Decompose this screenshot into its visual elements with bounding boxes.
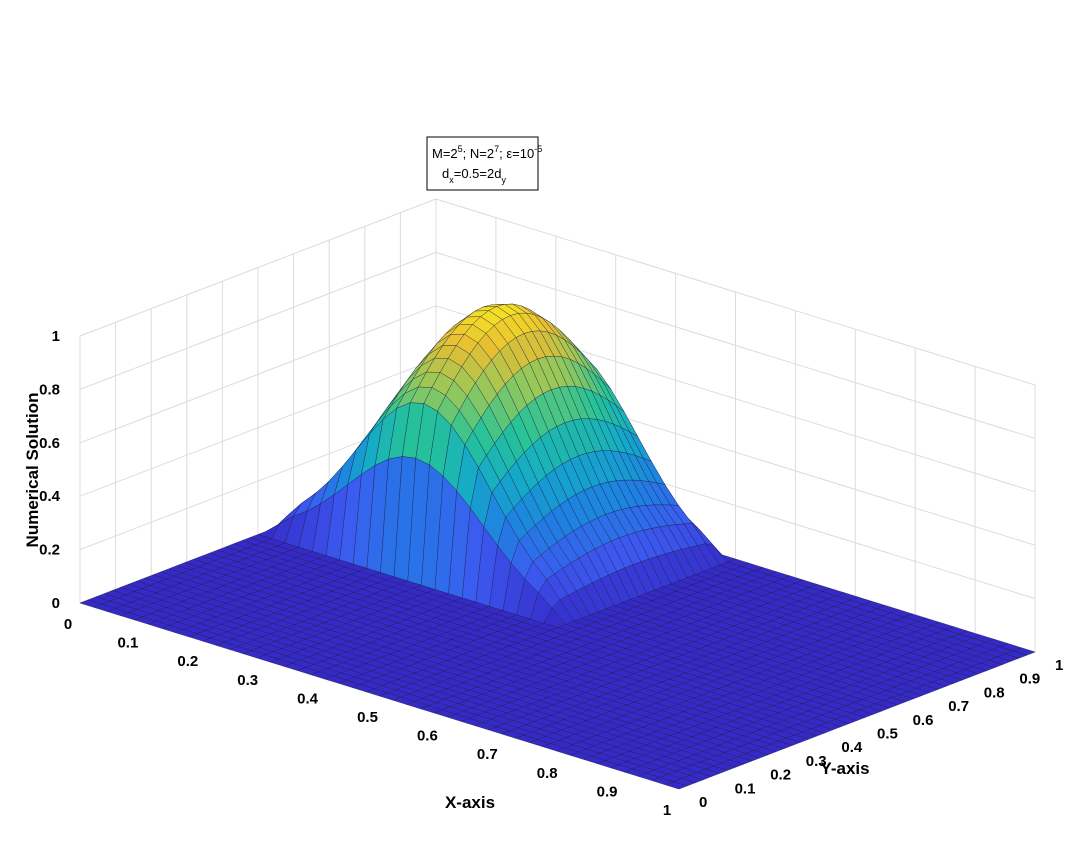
x-tick-label: 0.4	[297, 690, 319, 707]
grid-line	[435, 251, 1036, 439]
grid-line	[435, 198, 1036, 386]
z-tick-label: 0.4	[39, 488, 61, 505]
x-tick-label: 0.8	[537, 765, 558, 782]
legend-line-1: M=25; N=27; ε=10-5	[432, 144, 542, 161]
y-tick-label: 0.6	[913, 712, 934, 729]
x-tick-label: 0.1	[117, 635, 138, 652]
y-tick-label: 0.2	[770, 767, 791, 784]
x-tick-label: 0.7	[477, 746, 498, 763]
legend-box: M=25; N=27; ε=10-5 dx=0.5=2dy	[426, 136, 542, 191]
grid-line	[79, 198, 437, 337]
x-tick-label: 0.6	[417, 728, 438, 745]
y-tick-label: 0.3	[806, 753, 827, 770]
y-axis-label: Y-axis	[820, 759, 869, 778]
z-tick-label: 0.8	[39, 381, 60, 398]
z-axis-label: Numerical Solution	[23, 393, 42, 548]
legend-line-2: dx=0.5=2dy	[442, 166, 506, 185]
y-tick-label: 0	[699, 794, 707, 811]
y-tick-label: 0.9	[1019, 671, 1040, 688]
y-tick-label: 0.8	[984, 684, 1005, 701]
y-tick-label: 0.1	[735, 780, 756, 797]
z-tick-label: 0.2	[39, 542, 60, 559]
x-tick-label: 0	[64, 616, 72, 633]
surface-plot	[79, 303, 1036, 790]
y-tick-label: 0.7	[948, 698, 969, 715]
surface-patch	[664, 781, 688, 790]
grid-line	[79, 305, 437, 444]
tick-labels: 0 0.1 0.2 0.3 0.4 0.5 0.6 0.7 0.8 0.9 1 0 0.1 0.2 0.3 0…	[39, 328, 1063, 819]
grid-line	[79, 358, 437, 497]
grid-line	[79, 251, 437, 390]
x-axis-label: X-axis	[445, 793, 495, 812]
x-tick-label: 0.9	[597, 783, 618, 800]
x-tick-label: 0.5	[357, 709, 378, 726]
y-tick-label: 0.4	[841, 739, 863, 756]
x-tick-label: 0.2	[177, 653, 198, 670]
z-tick-label: 1	[52, 328, 60, 345]
z-tick-label: 0.6	[39, 435, 60, 452]
z-tick-label: 0	[52, 595, 60, 612]
x-tick-label: 0.3	[237, 672, 258, 689]
x-tick-label: 1	[663, 802, 671, 819]
y-tick-label: 0.5	[877, 726, 898, 743]
y-tick-label: 1	[1055, 657, 1063, 674]
